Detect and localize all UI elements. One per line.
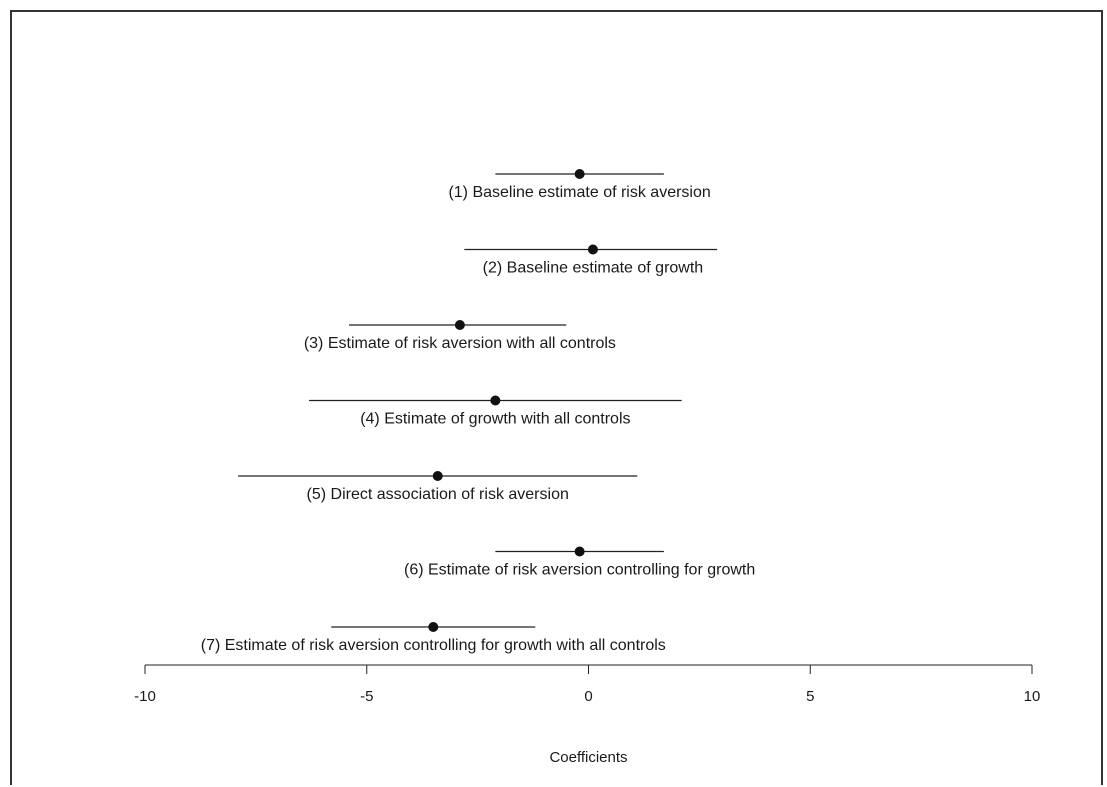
chart-frame: (1) Baseline estimate of risk aversion (2… [10,10,1103,785]
x-tick-label: 5 [806,688,814,705]
x-axis-title: Coefficients [549,749,627,766]
x-tick-label: 0 [584,688,592,705]
estimate-point [433,471,443,481]
estimate-point [575,169,585,179]
estimate-label: (4) Estimate of growth with all controls [360,411,630,428]
estimate-label: (2) Baseline estimate of growth [483,260,704,277]
estimate-label: (6) Estimate of risk aversion controllin… [404,562,755,579]
x-tick-label: 10 [1024,688,1041,705]
estimate-point [490,396,500,406]
estimate-label: (1) Baseline estimate of risk aversion [448,184,710,201]
coefficient-plot: (1) Baseline estimate of risk aversion (2… [12,12,1105,787]
x-tick-label: -10 [134,688,156,705]
estimate-label: (3) Estimate of risk aversion with all c… [304,335,616,352]
estimate-point [588,245,598,255]
estimate-point [575,547,585,557]
estimate-point [428,622,438,632]
estimate-label: (5) Direct association of risk aversion [307,486,569,503]
x-tick-label: -5 [360,688,373,705]
estimate-point [455,320,465,330]
estimate-label: (7) Estimate of risk aversion controllin… [201,637,666,654]
